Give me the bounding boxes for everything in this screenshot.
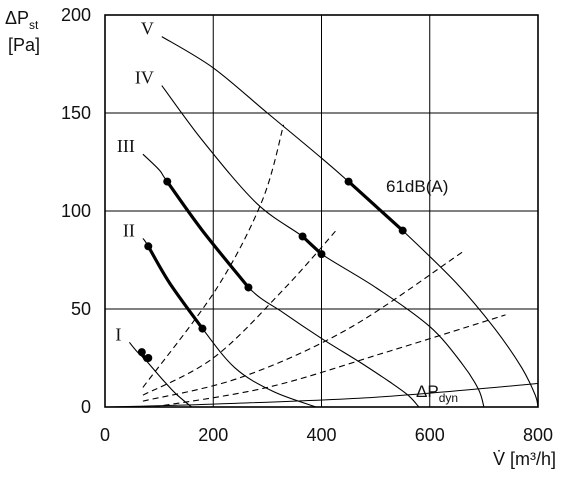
- curve-label-V: V: [141, 19, 154, 39]
- curve-V: [161, 36, 539, 408]
- point-II-start: [144, 242, 153, 251]
- annotation-61db: 61dB(A): [386, 177, 448, 196]
- x-axis-label: V̇ [m³/h]: [493, 449, 556, 469]
- curve-label-III: III: [117, 136, 135, 156]
- axes: [104, 14, 539, 408]
- system-line-1: [142, 124, 285, 388]
- curve-label-I: I: [115, 324, 121, 344]
- point-I-end: [144, 354, 153, 362]
- fan-curves: [128, 36, 539, 408]
- grid-lines: [104, 14, 539, 408]
- curve-I: [128, 341, 192, 408]
- system-line-4: [153, 314, 506, 408]
- x-tick-label-800: 800: [523, 425, 553, 445]
- dynamic-pressure-line: [104, 383, 539, 408]
- point-II-end: [198, 324, 207, 333]
- y-tick-label-0: 0: [81, 397, 91, 417]
- x-tick-label-400: 400: [306, 425, 336, 445]
- y-axis-label-symbol: ΔP: [5, 8, 29, 28]
- point-IV-end: [317, 250, 326, 259]
- y-axis-label-subscript: st: [29, 18, 39, 32]
- curve-III: [142, 153, 420, 408]
- point-III-start: [163, 177, 172, 186]
- dynamic-pressure-label: ΔPdyn: [416, 382, 458, 405]
- system-line-2: [142, 228, 339, 396]
- point-I-start: [137, 348, 146, 357]
- highlight-III: [165, 180, 250, 289]
- y-axis-unit: [Pa]: [8, 35, 40, 55]
- dynamic-pressure-symbol: ΔP: [416, 382, 439, 401]
- highlight-V: [347, 180, 405, 233]
- y-tick-label-100: 100: [61, 201, 91, 221]
- highlighted-segments: [140, 180, 405, 362]
- x-tick-label-200: 200: [198, 425, 228, 445]
- point-V-end: [398, 226, 407, 235]
- point-V-start: [344, 177, 353, 186]
- y-tick-label-150: 150: [61, 103, 91, 123]
- point-IV-start: [298, 232, 307, 241]
- x-tick-label-0: 0: [100, 425, 110, 445]
- highlight-II: [146, 244, 204, 331]
- curve-IV: [161, 85, 485, 408]
- plot-frame: [104, 14, 539, 408]
- system-lines: [104, 124, 539, 408]
- y-tick-label-50: 50: [71, 299, 91, 319]
- y-tick-label-200: 200: [61, 5, 91, 25]
- x-tick-label-600: 600: [415, 425, 445, 445]
- point-III-end: [244, 283, 253, 292]
- curve-label-IV: IV: [135, 68, 154, 88]
- curve-label-II: II: [123, 220, 135, 240]
- dynamic-pressure-subscript: dyn: [439, 391, 458, 405]
- system-line-3: [142, 251, 463, 402]
- operating-points: [137, 177, 407, 362]
- y-axis-label: ΔPst: [5, 8, 39, 32]
